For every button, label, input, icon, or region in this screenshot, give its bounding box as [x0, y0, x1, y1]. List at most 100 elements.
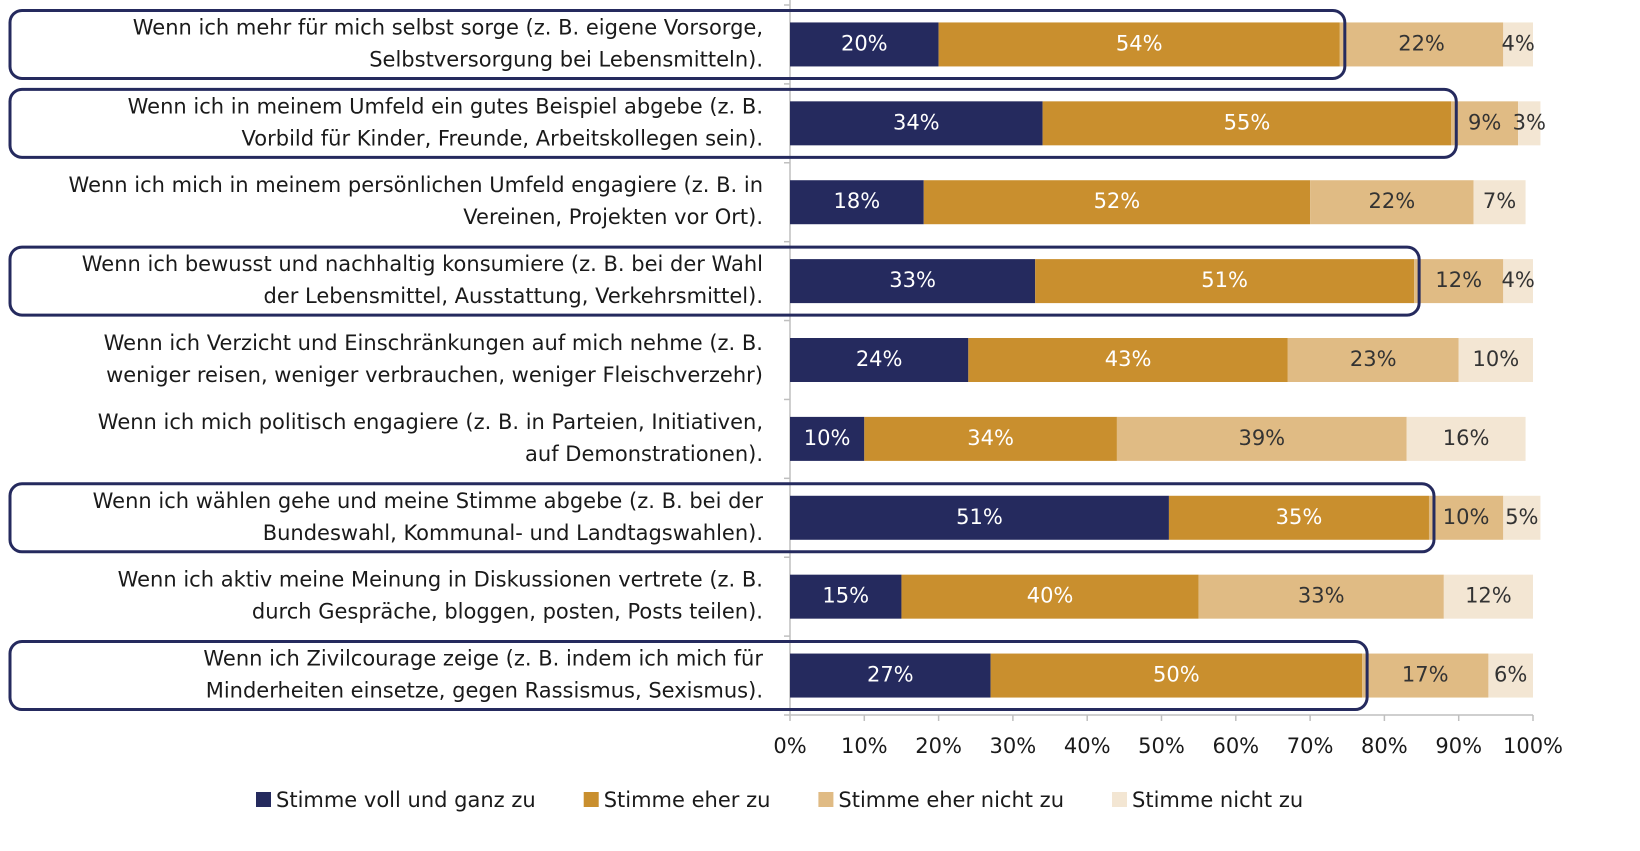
value-label: 51%: [956, 505, 1003, 529]
value-label: 40%: [1027, 584, 1074, 608]
bar-segment: [1287, 338, 1459, 382]
bar-segment: [790, 416, 865, 461]
category-label: durch Gespräche, bloggen, posten, Posts …: [252, 600, 763, 624]
x-tick-label: 50%: [1138, 734, 1185, 758]
x-tick-label: 90%: [1435, 734, 1482, 758]
value-label: 4%: [1501, 268, 1534, 292]
value-label: 51%: [1201, 268, 1248, 292]
category-label: weniger reisen, weniger verbrauchen, wen…: [106, 363, 763, 387]
x-tick-label: 100%: [1503, 734, 1563, 758]
bar-segment: [790, 495, 1169, 540]
value-label: 5%: [1505, 505, 1538, 529]
value-label: 16%: [1443, 426, 1490, 450]
value-label: 54%: [1116, 31, 1163, 55]
value-label: 43%: [1105, 347, 1152, 371]
value-label: 34%: [967, 426, 1014, 450]
value-label: 3%: [1513, 110, 1546, 134]
bar-segment: [1458, 338, 1533, 382]
bar-segment: [790, 259, 1036, 304]
category-label: Wenn ich bewusst und nachhaltig konsumie…: [82, 252, 763, 276]
bar-segment: [901, 574, 1199, 619]
bar-segment: [1503, 495, 1541, 540]
x-tick-label: 10%: [841, 734, 888, 758]
value-label: 12%: [1435, 268, 1482, 292]
bar-segment: [1503, 259, 1533, 304]
value-label: 6%: [1494, 663, 1527, 687]
bar-segment: [1443, 574, 1533, 619]
bar-segment: [1406, 416, 1526, 461]
highlight-box: [8, 8, 1347, 80]
value-label: 34%: [893, 110, 940, 134]
bar-segment: [1428, 495, 1504, 540]
category-label: Bundeswahl, Kommunal- und Landtagswahlen…: [263, 521, 763, 545]
bar-segment: [1042, 101, 1452, 146]
value-label: 7%: [1483, 189, 1516, 213]
category-label: Wenn ich wählen gehe und meine Stimme ab…: [93, 489, 764, 513]
value-label: 55%: [1224, 110, 1271, 134]
x-tick-label: 30%: [990, 734, 1037, 758]
bar-segment: [1503, 22, 1533, 67]
bar-segment: [990, 653, 1363, 698]
value-label: 17%: [1402, 663, 1449, 687]
category-label: auf Demonstrationen).: [525, 442, 763, 466]
bar-segment: [790, 101, 1043, 146]
bar-segment: [790, 22, 939, 67]
value-label: 23%: [1350, 347, 1397, 371]
value-label: 22%: [1398, 31, 1445, 55]
category-label: Wenn ich Verzicht und Einschränkungen au…: [104, 331, 763, 355]
value-label: 35%: [1276, 505, 1323, 529]
value-label: 12%: [1465, 584, 1512, 608]
category-label: Wenn ich aktiv meine Meinung in Diskussi…: [118, 568, 763, 592]
bar-segment: [790, 338, 969, 382]
highlight-box: [8, 245, 1421, 317]
category-label: Wenn ich mehr für mich selbst sorge (z. …: [133, 15, 763, 39]
bar-segment: [1035, 259, 1415, 304]
value-label: 27%: [867, 663, 914, 687]
bar-segment: [790, 653, 991, 698]
bar-segment: [1488, 653, 1533, 698]
value-label: 18%: [834, 189, 881, 213]
legend-label: Stimme voll und ganz zu: [276, 788, 536, 812]
category-label: Wenn ich Zivilcourage zeige (z. B. indem…: [203, 647, 763, 671]
value-label: 39%: [1238, 426, 1285, 450]
category-label: der Lebensmittel, Ausstattung, Verkehrsm…: [264, 284, 764, 308]
value-label: 22%: [1368, 189, 1415, 213]
legend-label: Stimme nicht zu: [1132, 788, 1303, 812]
value-label: 52%: [1094, 189, 1141, 213]
legend-swatch: [256, 792, 271, 807]
bar-segment: [1473, 180, 1526, 225]
value-label: 24%: [856, 347, 903, 371]
bar-segment: [1310, 180, 1474, 225]
legend-swatch: [818, 792, 834, 807]
category-label: Selbstversorgung bei Lebensmitteln).: [369, 47, 763, 71]
value-label: 4%: [1501, 31, 1534, 55]
x-tick-label: 60%: [1212, 734, 1259, 758]
bar-segment: [1414, 259, 1504, 304]
category-label: Wenn ich mich in meinem persönlichen Umf…: [69, 173, 763, 197]
x-tick-label: 80%: [1361, 734, 1408, 758]
category-label: Vorbild für Kinder, Freunde, Arbeitskoll…: [242, 126, 763, 150]
bar-segment: [923, 180, 1311, 225]
value-label: 20%: [841, 31, 888, 55]
legend-swatch: [583, 792, 599, 807]
bar-segment: [790, 574, 902, 619]
value-label: 10%: [804, 426, 851, 450]
category-label: Minderheiten einsetze, gegen Rassismus, …: [206, 679, 763, 703]
bar-segment: [1451, 101, 1519, 146]
value-label: 9%: [1468, 110, 1501, 134]
category-label: Wenn ich mich politisch engagiere (z. B.…: [98, 410, 763, 434]
category-label: Wenn ich in meinem Umfeld ein gutes Beis…: [128, 94, 763, 118]
highlight-box: [8, 640, 1369, 712]
legend-label: Stimme eher nicht zu: [838, 788, 1064, 812]
value-label: 15%: [822, 584, 869, 608]
value-label: 50%: [1153, 663, 1200, 687]
value-label: 33%: [1298, 584, 1345, 608]
highlight-box: [8, 87, 1458, 159]
bar-segment: [864, 416, 1117, 461]
bar-segment: [1168, 495, 1429, 540]
value-label: 10%: [1443, 505, 1490, 529]
highlight-box: [8, 482, 1436, 554]
x-tick-label: 70%: [1287, 734, 1334, 758]
bar-segment: [1339, 22, 1504, 67]
